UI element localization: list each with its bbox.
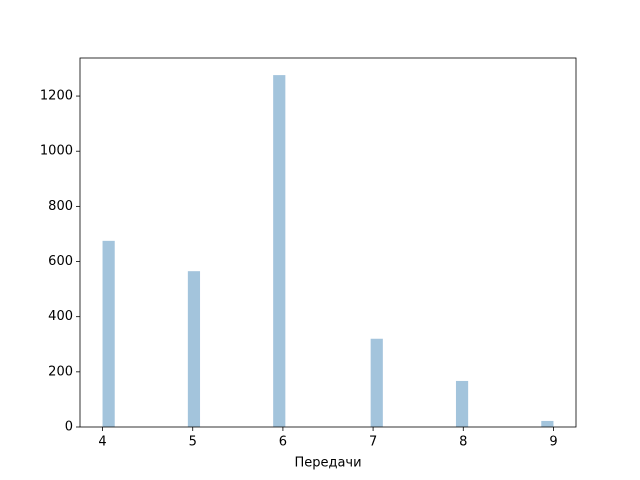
x-tick-label: 9 <box>549 435 557 450</box>
axes-frame <box>79 57 577 428</box>
y-tick-label: 0 <box>65 420 73 435</box>
x-tick-label: 8 <box>459 435 467 450</box>
x-tick-label: 7 <box>369 435 377 450</box>
y-tick-label: 1200 <box>40 89 73 104</box>
bar <box>102 240 115 427</box>
y-tick-label: 600 <box>48 254 73 269</box>
y-tick-label: 1000 <box>40 144 73 159</box>
x-axis-label: Передачи <box>294 456 361 471</box>
bar <box>370 338 383 427</box>
bar <box>273 75 286 427</box>
y-tick-label: 800 <box>48 199 73 214</box>
x-tick-label: 4 <box>98 435 106 450</box>
bar <box>541 420 554 427</box>
y-tick-label: 200 <box>48 364 73 379</box>
x-tick-label: 5 <box>189 435 197 450</box>
x-tick-label: 6 <box>279 435 287 450</box>
y-tick-label: 400 <box>48 309 73 324</box>
bar <box>455 380 469 427</box>
bar <box>187 271 201 427</box>
